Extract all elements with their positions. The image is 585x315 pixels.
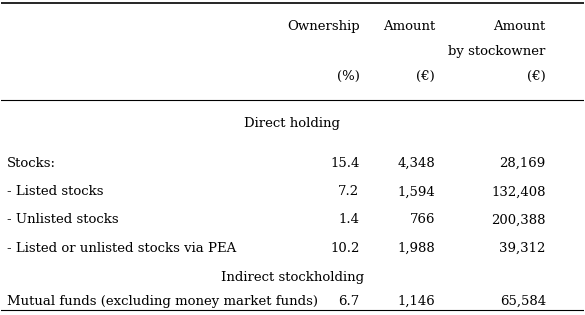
Text: (€): (€): [417, 70, 435, 83]
Text: Amount: Amount: [494, 20, 546, 33]
Text: 1,146: 1,146: [397, 295, 435, 308]
Text: Amount: Amount: [383, 20, 435, 33]
Text: Indirect stockholding: Indirect stockholding: [221, 271, 364, 284]
Text: 6.7: 6.7: [338, 295, 359, 308]
Text: 766: 766: [410, 214, 435, 226]
Text: - Listed or unlisted stocks via PEA: - Listed or unlisted stocks via PEA: [7, 242, 236, 255]
Text: 132,408: 132,408: [491, 185, 546, 198]
Text: - Listed stocks: - Listed stocks: [7, 185, 104, 198]
Text: 15.4: 15.4: [330, 157, 359, 170]
Text: 1,988: 1,988: [397, 242, 435, 255]
Text: (€): (€): [527, 70, 546, 83]
Text: 65,584: 65,584: [500, 295, 546, 308]
Text: (%): (%): [336, 70, 359, 83]
Text: by stockowner: by stockowner: [448, 45, 546, 58]
Text: 28,169: 28,169: [500, 157, 546, 170]
Text: 10.2: 10.2: [330, 242, 359, 255]
Text: 4,348: 4,348: [397, 157, 435, 170]
Text: 1.4: 1.4: [339, 214, 359, 226]
Text: Mutual funds (excluding money market funds): Mutual funds (excluding money market fun…: [7, 295, 318, 308]
Text: - Unlisted stocks: - Unlisted stocks: [7, 214, 119, 226]
Text: 7.2: 7.2: [338, 185, 359, 198]
Text: 200,388: 200,388: [491, 214, 546, 226]
Text: Stocks:: Stocks:: [7, 157, 56, 170]
Text: Direct holding: Direct holding: [245, 117, 340, 130]
Text: 39,312: 39,312: [500, 242, 546, 255]
Text: Ownership: Ownership: [287, 20, 359, 33]
Text: 1,594: 1,594: [397, 185, 435, 198]
